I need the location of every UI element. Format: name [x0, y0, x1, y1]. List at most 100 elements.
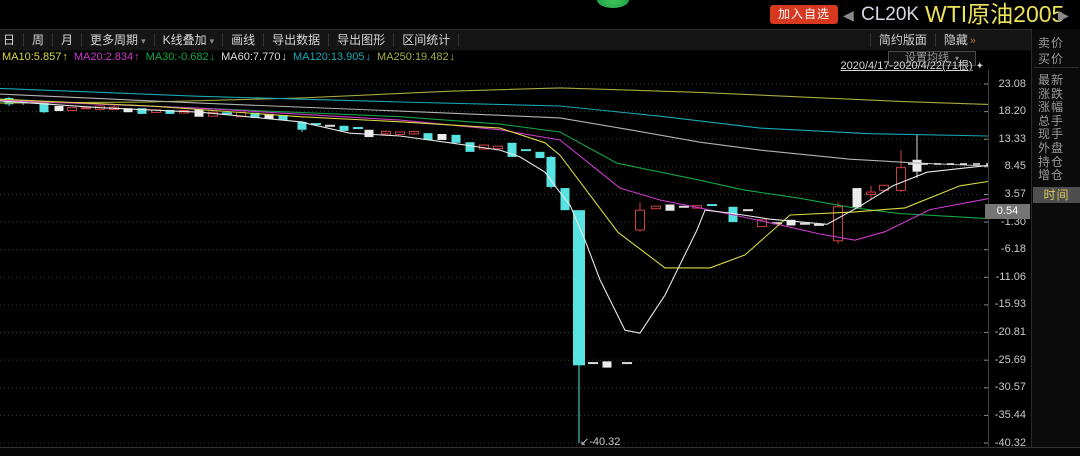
chevron-down-icon: ▾ — [209, 36, 215, 46]
quote-field-涨幅[interactable]: 涨幅 — [1038, 100, 1065, 115]
top-bar: 加入自选 ◀ CL20K WTI原油2005 ▶ — [0, 0, 1080, 29]
candle-down — [165, 109, 175, 114]
app-logo-icon — [597, 0, 629, 8]
double-arrow-icon: » — [969, 35, 976, 47]
candle-up — [395, 131, 405, 136]
trend-arrow-icon: ↓ — [281, 51, 287, 63]
axis-price-label: 23.08 — [998, 77, 1026, 90]
ma-label: MA20:2.834↑ — [73, 51, 140, 63]
candle-up — [381, 130, 391, 135]
candle-up — [651, 205, 661, 210]
candle-white — [54, 105, 64, 112]
axis-price-label: -11.06 — [995, 270, 1026, 283]
axis-price-label: 3.57 — [1004, 187, 1026, 200]
quote-field-time[interactable]: 时间 — [1033, 187, 1080, 203]
chevron-down-icon: ▾ — [955, 54, 960, 63]
candle-down — [278, 115, 288, 121]
candle-white — [364, 129, 374, 138]
axis-price-label: 13.33 — [998, 132, 1026, 145]
candle-up — [866, 191, 876, 196]
menu-item-K线叠加[interactable]: K线叠加 ▾ — [154, 33, 224, 47]
next-symbol-icon[interactable]: ▶ — [1058, 7, 1069, 23]
ma-label: MA30:-0.682↓ — [145, 51, 216, 63]
trend-arrow-icon: ↑ — [134, 51, 140, 63]
candle-up — [833, 206, 843, 242]
menu-item-画线[interactable]: 画线 — [223, 33, 265, 47]
chevron-down-icon: ▾ — [141, 36, 146, 46]
ma-label: MA60:7.770↓ — [221, 51, 287, 63]
candle-white — [912, 159, 922, 172]
candle-white — [786, 219, 796, 226]
menu-item-日[interactable]: 日 — [0, 33, 25, 47]
candle-white — [437, 134, 447, 140]
candle-down — [507, 142, 517, 157]
ma-label: MA120:13.905↓ — [292, 51, 372, 63]
menu-item-导出图形[interactable]: 导出图形 — [329, 33, 395, 47]
menu-item-周[interactable]: 周 — [24, 33, 54, 47]
quote-field-增仓[interactable]: 增仓 — [1038, 168, 1065, 183]
ma-settings-dropdown[interactable]: 设置均线 ▾ — [888, 51, 976, 66]
candle-down — [465, 142, 475, 152]
axis-price-label: 8.45 — [1004, 160, 1026, 173]
quote-field-持仓[interactable]: 持仓 — [1038, 154, 1065, 169]
pin-star-icon[interactable]: ✦ — [975, 61, 984, 72]
symbol-code: CL20K — [861, 4, 920, 25]
candle-up — [635, 209, 645, 231]
quote-field-最新[interactable]: 最新 — [1038, 73, 1065, 87]
ma-line-MA120 — [0, 87, 989, 137]
panel-divider — [1034, 67, 1079, 68]
current-price-badge: 0.54 — [985, 204, 1030, 220]
ma-label: MA250:19.482↓ — [377, 51, 456, 63]
ma-line-MA30 — [0, 99, 989, 220]
kline-chart[interactable]: ↙-40.32 — [0, 0, 1030, 455]
candle-white — [264, 113, 274, 119]
candle-down — [535, 151, 545, 159]
visible-date-range[interactable]: 2020/4/17-2020/4/22(71根) ✦ — [840, 60, 985, 72]
candle-down — [250, 112, 260, 118]
candle-white — [852, 188, 862, 208]
quote-field-涨跌[interactable]: 涨跌 — [1038, 86, 1065, 101]
quote-field-买价[interactable]: 买价 — [1038, 51, 1065, 66]
candle-white — [194, 109, 204, 117]
candle-down — [451, 134, 461, 143]
menu-item-月[interactable]: 月 — [53, 33, 83, 47]
candle-down — [39, 102, 49, 113]
quote-field-总手[interactable]: 总手 — [1038, 113, 1065, 128]
menu-item-更多周期[interactable]: 更多周期 ▾ — [82, 33, 155, 47]
candle-down — [297, 121, 307, 130]
ma-line-MA60 — [0, 93, 989, 167]
ma-line-MA250 — [0, 87, 989, 105]
menu-item-区间统计[interactable]: 区间统计 — [394, 33, 460, 47]
quote-panel: 卖价 买价最新 涨跌 涨幅 总手 现手 外盘 持仓 增仓时间 — [1031, 29, 1080, 447]
prev-symbol-icon[interactable]: ◀ — [843, 7, 854, 23]
candle-down — [137, 108, 147, 114]
candle-down — [546, 156, 556, 187]
add-favorite-button[interactable]: 加入自选 — [770, 5, 839, 24]
axis-price-label: -35.44 — [994, 408, 1026, 421]
axis-price-label: -6.18 — [1000, 243, 1026, 256]
ma-line-MA20 — [0, 99, 989, 241]
axis-price-label: -40.32 — [994, 436, 1026, 449]
low-annotation: ↙-40.32 — [580, 436, 620, 448]
quote-field-现手[interactable]: 现手 — [1038, 127, 1065, 142]
axis-price-label: -15.93 — [994, 298, 1026, 311]
candle-up — [879, 184, 889, 191]
candle-up — [493, 145, 503, 150]
candle-up — [896, 167, 906, 191]
trend-arrow-icon: ↑ — [62, 51, 68, 63]
candle-up — [757, 219, 767, 228]
menu-item-导出数据[interactable]: 导出数据 — [264, 33, 330, 47]
menu-item-隐藏[interactable]: 隐藏» — [934, 33, 984, 47]
axis-price-label: -20.81 — [994, 326, 1026, 339]
menu-bar: 日周月更多周期 ▾ K线叠加 ▾ 画线 导出数据 导出图形 区间统计 简约版面 隐藏» — [0, 29, 1080, 51]
axis-price-label: 18.20 — [998, 105, 1026, 118]
trend-arrow-icon: ↓ — [449, 51, 456, 63]
ma-label: MA10:5.857↑ — [2, 51, 68, 63]
axis-price-label: -25.69 — [994, 353, 1026, 366]
trend-arrow-icon: ↓ — [365, 51, 372, 63]
ma-line-MA10 — [0, 98, 989, 269]
candle-down — [339, 125, 349, 131]
quote-field-卖价[interactable]: 卖价 — [1038, 36, 1065, 50]
quote-field-外盘[interactable]: 外盘 — [1038, 141, 1065, 155]
menu-item-简约版面[interactable]: 简约版面 — [869, 33, 935, 47]
